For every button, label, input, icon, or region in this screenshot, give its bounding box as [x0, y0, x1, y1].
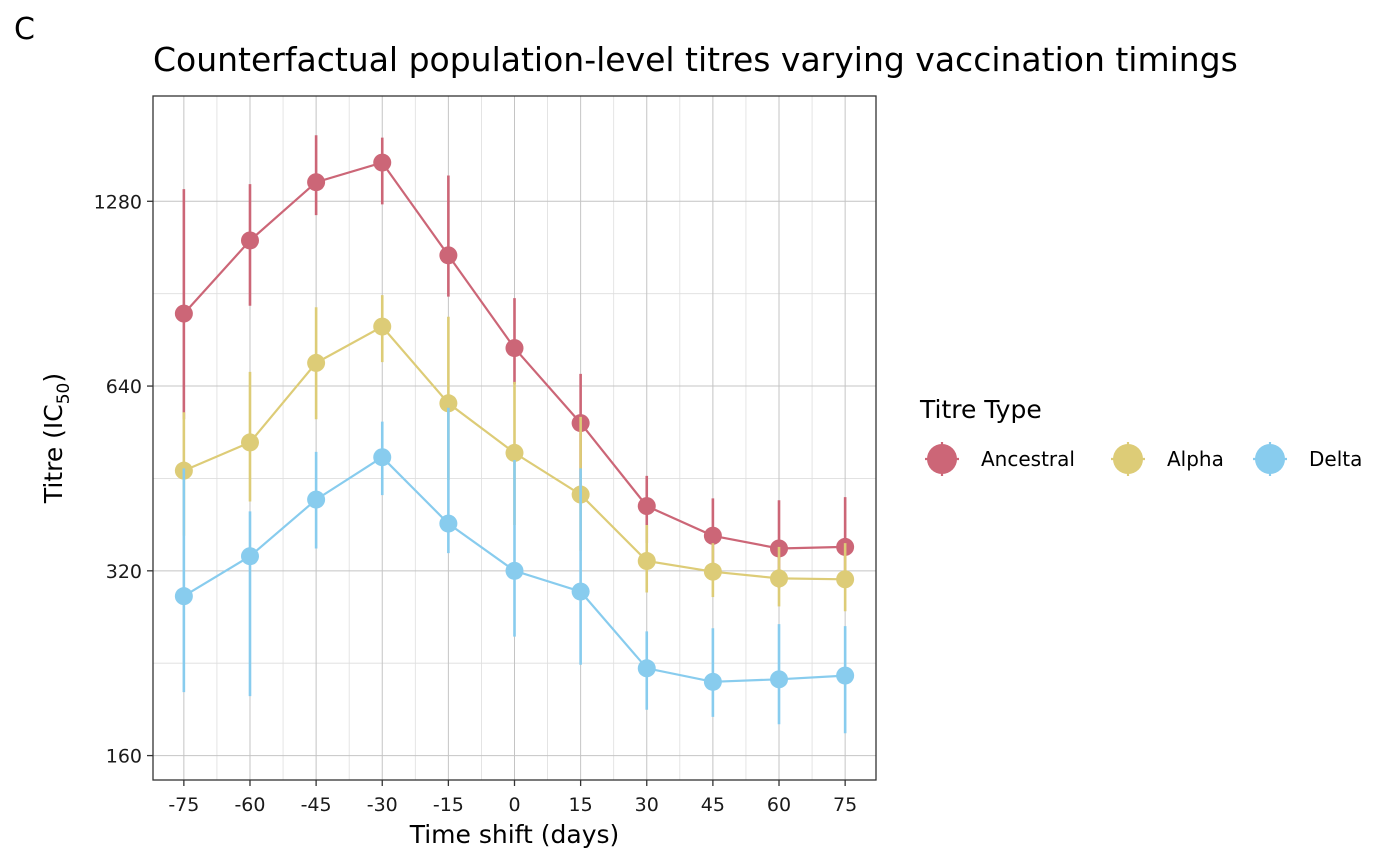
data-point	[307, 490, 326, 509]
data-point	[836, 570, 855, 589]
axes-layer: -75 -60 -45 -30 -15 0 15 30 45 60 75 160 320 640 1280	[94, 191, 858, 816]
y-axis-title-subscript: 50	[54, 383, 74, 405]
legend: Titre Type Ancestral Alpha Delta	[919, 395, 1362, 476]
legend-item-ancestral: Ancestral	[925, 442, 1075, 476]
data-point	[174, 587, 193, 606]
data-point	[240, 433, 259, 452]
data-point	[439, 514, 458, 533]
data-point	[373, 153, 392, 172]
data-point	[439, 394, 458, 413]
legend-key-point	[1255, 444, 1285, 474]
chart-title: Counterfactual population-level titres v…	[153, 40, 1238, 79]
y-tick-label: 1280	[94, 191, 142, 213]
data-point	[373, 317, 392, 336]
y-tick-label: 640	[106, 376, 142, 398]
legend-items: Ancestral Alpha Delta	[925, 442, 1362, 476]
y-axis-title-main: Titre (IC	[39, 404, 68, 504]
data-point	[703, 562, 722, 581]
data-point	[505, 561, 524, 580]
y-tick-label: 320	[106, 561, 142, 583]
x-tick-label: -15	[433, 794, 464, 816]
legend-key-point	[1113, 444, 1143, 474]
grid-layer	[153, 96, 876, 780]
y-axis-title-end: )	[39, 373, 68, 383]
x-axis-title: Time shift (days)	[409, 820, 620, 849]
x-tick-label: 60	[767, 794, 791, 816]
data-point	[307, 353, 326, 372]
panel-label: C	[14, 12, 35, 47]
x-tick-label: -45	[301, 794, 332, 816]
data-point	[637, 497, 656, 516]
data-point	[240, 547, 259, 566]
series-ancestral	[174, 135, 855, 589]
x-tick-label: 30	[635, 794, 659, 816]
legend-key-point	[927, 444, 957, 474]
y-tick-label: 160	[106, 746, 142, 768]
legend-item-delta: Delta	[1253, 442, 1362, 476]
legend-label: Ancestral	[981, 447, 1075, 471]
data-point	[307, 173, 326, 192]
data-point	[637, 552, 656, 571]
data-point	[637, 659, 656, 678]
data-point	[439, 246, 458, 265]
series-layer	[174, 135, 855, 734]
data-point	[703, 672, 722, 691]
series-delta	[174, 407, 855, 734]
data-point	[703, 526, 722, 545]
legend-item-alpha: Alpha	[1111, 442, 1224, 476]
x-tick-label: -60	[234, 794, 265, 816]
x-tick-label: 45	[701, 794, 725, 816]
legend-label: Delta	[1309, 447, 1362, 471]
data-point	[505, 339, 524, 358]
y-axis-title: Titre (IC50)	[39, 373, 74, 504]
data-point	[836, 666, 855, 685]
data-point	[174, 304, 193, 323]
x-tick-label: -75	[168, 794, 199, 816]
x-tick-label: 15	[569, 794, 593, 816]
data-point	[240, 231, 259, 250]
data-point	[770, 670, 789, 689]
data-point	[571, 582, 590, 601]
data-point	[505, 443, 524, 462]
data-point	[770, 569, 789, 588]
legend-label: Alpha	[1167, 447, 1224, 471]
data-point	[373, 448, 392, 467]
x-tick-label: 75	[833, 794, 857, 816]
x-tick-label: -30	[367, 794, 398, 816]
x-tick-label: 0	[508, 794, 520, 816]
legend-title: Titre Type	[919, 395, 1042, 424]
